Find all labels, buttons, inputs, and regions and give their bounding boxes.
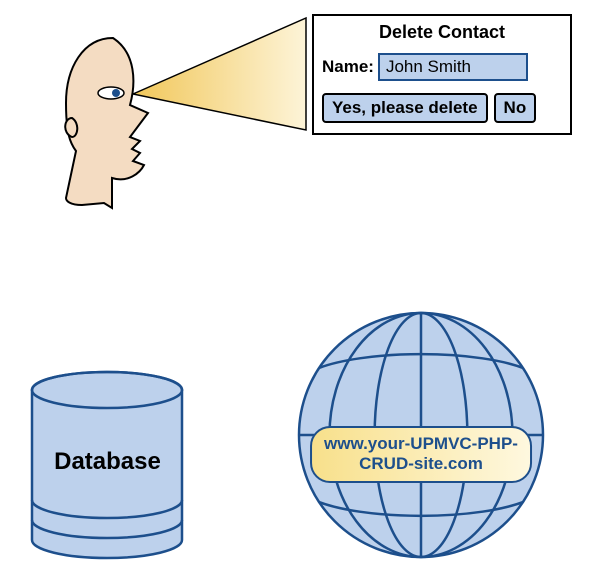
- no-button[interactable]: No: [494, 93, 537, 123]
- site-url-line2: CRUD-site.com: [359, 454, 483, 473]
- yes-delete-button[interactable]: Yes, please delete: [322, 93, 488, 123]
- delete-contact-dialog: Delete Contact Name: John Smith Yes, ple…: [312, 14, 572, 135]
- name-field[interactable]: John Smith: [378, 53, 528, 81]
- name-label: Name:: [322, 57, 374, 77]
- site-url-line1: www.your-UPMVC-PHP-: [324, 434, 518, 453]
- site-url-pill: www.your-UPMVC-PHP- CRUD-site.com: [310, 426, 532, 483]
- user-head: [58, 33, 183, 208]
- dialog-title: Delete Contact: [322, 22, 562, 43]
- globe: www.your-UPMVC-PHP- CRUD-site.com: [299, 313, 543, 557]
- database-cylinder: Database: [30, 370, 185, 560]
- database-label: Database: [30, 448, 185, 476]
